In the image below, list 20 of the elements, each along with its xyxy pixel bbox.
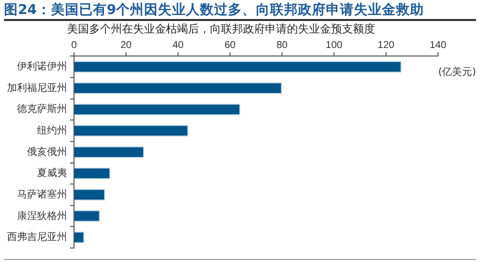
chart-title: 图24：美国已有9个州因失业人数过多、向联邦政府申请失业金救助 — [4, 1, 424, 19]
y-tick-label: 伊利诺伊州 — [17, 60, 67, 73]
x-tick-label: 20 — [120, 40, 132, 51]
y-tick-label: 俄亥俄州 — [27, 146, 67, 158]
chart-subtitle: 美国多个州在失业金枯竭后，向联邦政府申请的失业金预支额度 — [67, 22, 375, 36]
x-tick-label: 60 — [224, 40, 236, 51]
y-tick-label: 加利福尼亚州 — [7, 82, 67, 94]
x-tick-label: 80 — [276, 40, 288, 51]
x-tick-label: 40 — [172, 40, 184, 51]
x-tick-label: 120 — [378, 40, 395, 51]
y-tick-label: 西弗吉尼亚州 — [7, 231, 67, 244]
y-tick-label: 马萨诸塞州 — [17, 188, 67, 200]
y-tick-label: 康涅狄格州 — [17, 210, 67, 222]
y-tick-label: 夏威夷 — [37, 167, 67, 180]
x-tick-label: 0 — [71, 40, 78, 51]
x-tick-label: 100 — [326, 40, 343, 51]
y-tick-label: 德克萨斯州 — [17, 103, 67, 116]
x-tick-label: 140 — [430, 40, 447, 51]
text: (亿美元) — [438, 66, 476, 78]
y-tick-label: 纽约州 — [37, 124, 67, 137]
